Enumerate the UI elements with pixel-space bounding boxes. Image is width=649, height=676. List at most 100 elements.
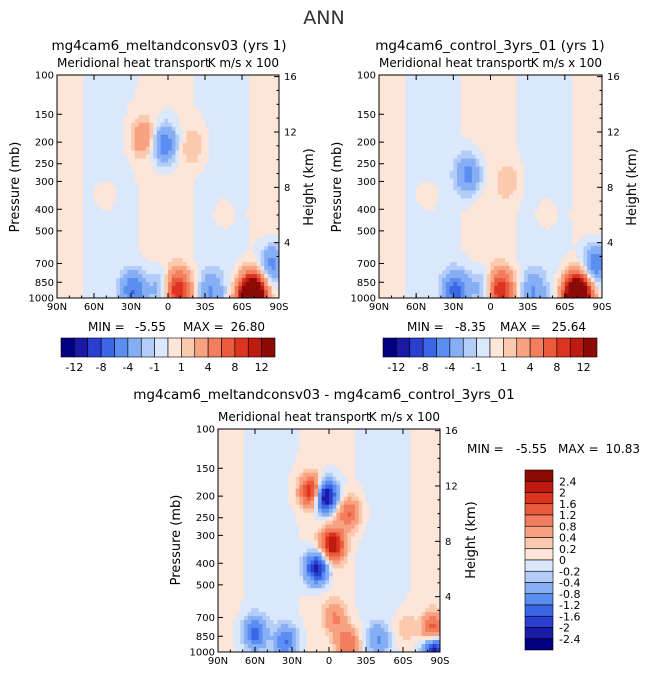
- heatmap-cell: [590, 134, 596, 140]
- heatmap-cell: [267, 86, 273, 92]
- heatmap-cell: [182, 114, 188, 120]
- heatmap-cell: [512, 142, 518, 148]
- heatmap-cell: [186, 210, 191, 215]
- heatmap-cell: [397, 150, 402, 156]
- heatmap-cell: [175, 262, 180, 267]
- heatmap-cell: [60, 194, 65, 200]
- heatmap-cell: [193, 82, 199, 88]
- heatmap-cell: [523, 114, 529, 120]
- heatmap-cell: [535, 122, 540, 128]
- heatmap-cell: [145, 282, 151, 287]
- heatmap-cell: [245, 178, 250, 184]
- heatmap-cell: [249, 86, 254, 92]
- heatmap-cell: [275, 178, 279, 184]
- heatmap-cell: [145, 130, 151, 136]
- heatmap-cell: [501, 146, 506, 152]
- heatmap-cell: [393, 98, 399, 104]
- heatmap-cell: [271, 122, 276, 128]
- heatmap-cell: [197, 206, 202, 211]
- heatmap-cell: [227, 106, 232, 112]
- heatmap-cell: [475, 166, 480, 172]
- heatmap-cell: [190, 278, 195, 283]
- heatmap-cell: [160, 114, 165, 120]
- heatmap-cell: [116, 226, 121, 231]
- y-tick-label: 850: [35, 278, 54, 289]
- heatmap-cell: [227, 258, 232, 263]
- heatmap-cell: [397, 142, 402, 148]
- heatmap-cell: [234, 102, 239, 108]
- heatmap-cell: [260, 214, 265, 219]
- heatmap-cell: [382, 86, 388, 92]
- heatmap-cell: [242, 138, 247, 144]
- heatmap-cell: [97, 226, 102, 231]
- heatmap-cell: [434, 142, 440, 148]
- heatmap-cell: [219, 290, 225, 295]
- heatmap-cell: [523, 98, 529, 104]
- heatmap-cell: [264, 158, 269, 164]
- heatmap-cell: [449, 75, 454, 80]
- heatmap-cell: [486, 154, 492, 160]
- heatmap-cell: [423, 170, 428, 176]
- heatmap-cell: [179, 226, 184, 231]
- heatmap-cell: [264, 218, 269, 223]
- heatmap-cell: [179, 214, 184, 219]
- heatmap-cell: [382, 118, 388, 124]
- heatmap-cell: [256, 102, 262, 108]
- heatmap-cell: [190, 78, 195, 84]
- heatmap-cell: [97, 218, 102, 223]
- heatmap-cell: [408, 150, 414, 156]
- heatmap-cell: [219, 106, 225, 112]
- heatmap-cell: [486, 98, 492, 104]
- heatmap-cell: [271, 198, 276, 204]
- heatmap-cell: [94, 126, 99, 132]
- heatmap-cell: [193, 174, 199, 180]
- heatmap-cell: [160, 154, 165, 160]
- heatmap-cell: [483, 102, 488, 108]
- heatmap-cell: [416, 138, 421, 144]
- heatmap-cell: [401, 78, 406, 84]
- heatmap-cell: [230, 294, 236, 298]
- heatmap-cell: [397, 94, 402, 100]
- heatmap-cell: [205, 102, 210, 108]
- heatmap-cell: [94, 178, 99, 184]
- heatmap-cell: [186, 170, 191, 176]
- heatmap-cell: [249, 194, 254, 200]
- heatmap-cell: [138, 78, 143, 84]
- heatmap-cell: [434, 102, 440, 108]
- heatmap-cell: [434, 118, 440, 124]
- heatmap-cell: [535, 118, 540, 124]
- heatmap-cell: [245, 242, 250, 247]
- heatmap-cell: [379, 94, 384, 100]
- heatmap-cell: [427, 174, 432, 180]
- heatmap-cell: [242, 118, 247, 124]
- heatmap-cell: [572, 98, 577, 104]
- heatmap-cell: [156, 82, 162, 88]
- heatmap-cell: [568, 130, 573, 136]
- heatmap-cell: [535, 98, 540, 104]
- heatmap-cell: [509, 162, 514, 168]
- heatmap-cell: [68, 258, 73, 263]
- heatmap-cell: [145, 262, 151, 267]
- heatmap-cell: [557, 102, 562, 108]
- heatmap-cell: [238, 214, 243, 219]
- heatmap-cell: [579, 118, 585, 124]
- heatmap-cell: [264, 242, 269, 247]
- heatmap-cell: [190, 110, 195, 116]
- heatmap-cell: [453, 110, 458, 116]
- heatmap-cell: [531, 82, 536, 88]
- heatmap-cell: [219, 206, 225, 211]
- heatmap-cell: [145, 186, 151, 192]
- heatmap-cell: [275, 202, 279, 208]
- heatmap-cell: [238, 258, 243, 263]
- heatmap-cell: [149, 126, 154, 132]
- heatmap-cell: [234, 106, 239, 112]
- heatmap-cell: [405, 150, 410, 156]
- heatmap-cell: [238, 274, 243, 279]
- heatmap-cell: [193, 286, 199, 291]
- heatmap-cell: [405, 90, 410, 96]
- heatmap-cell: [71, 206, 77, 211]
- heatmap-cell: [138, 258, 143, 263]
- heatmap-cell: [216, 122, 221, 128]
- heatmap-cell: [138, 222, 143, 227]
- heatmap-cell: [267, 118, 273, 124]
